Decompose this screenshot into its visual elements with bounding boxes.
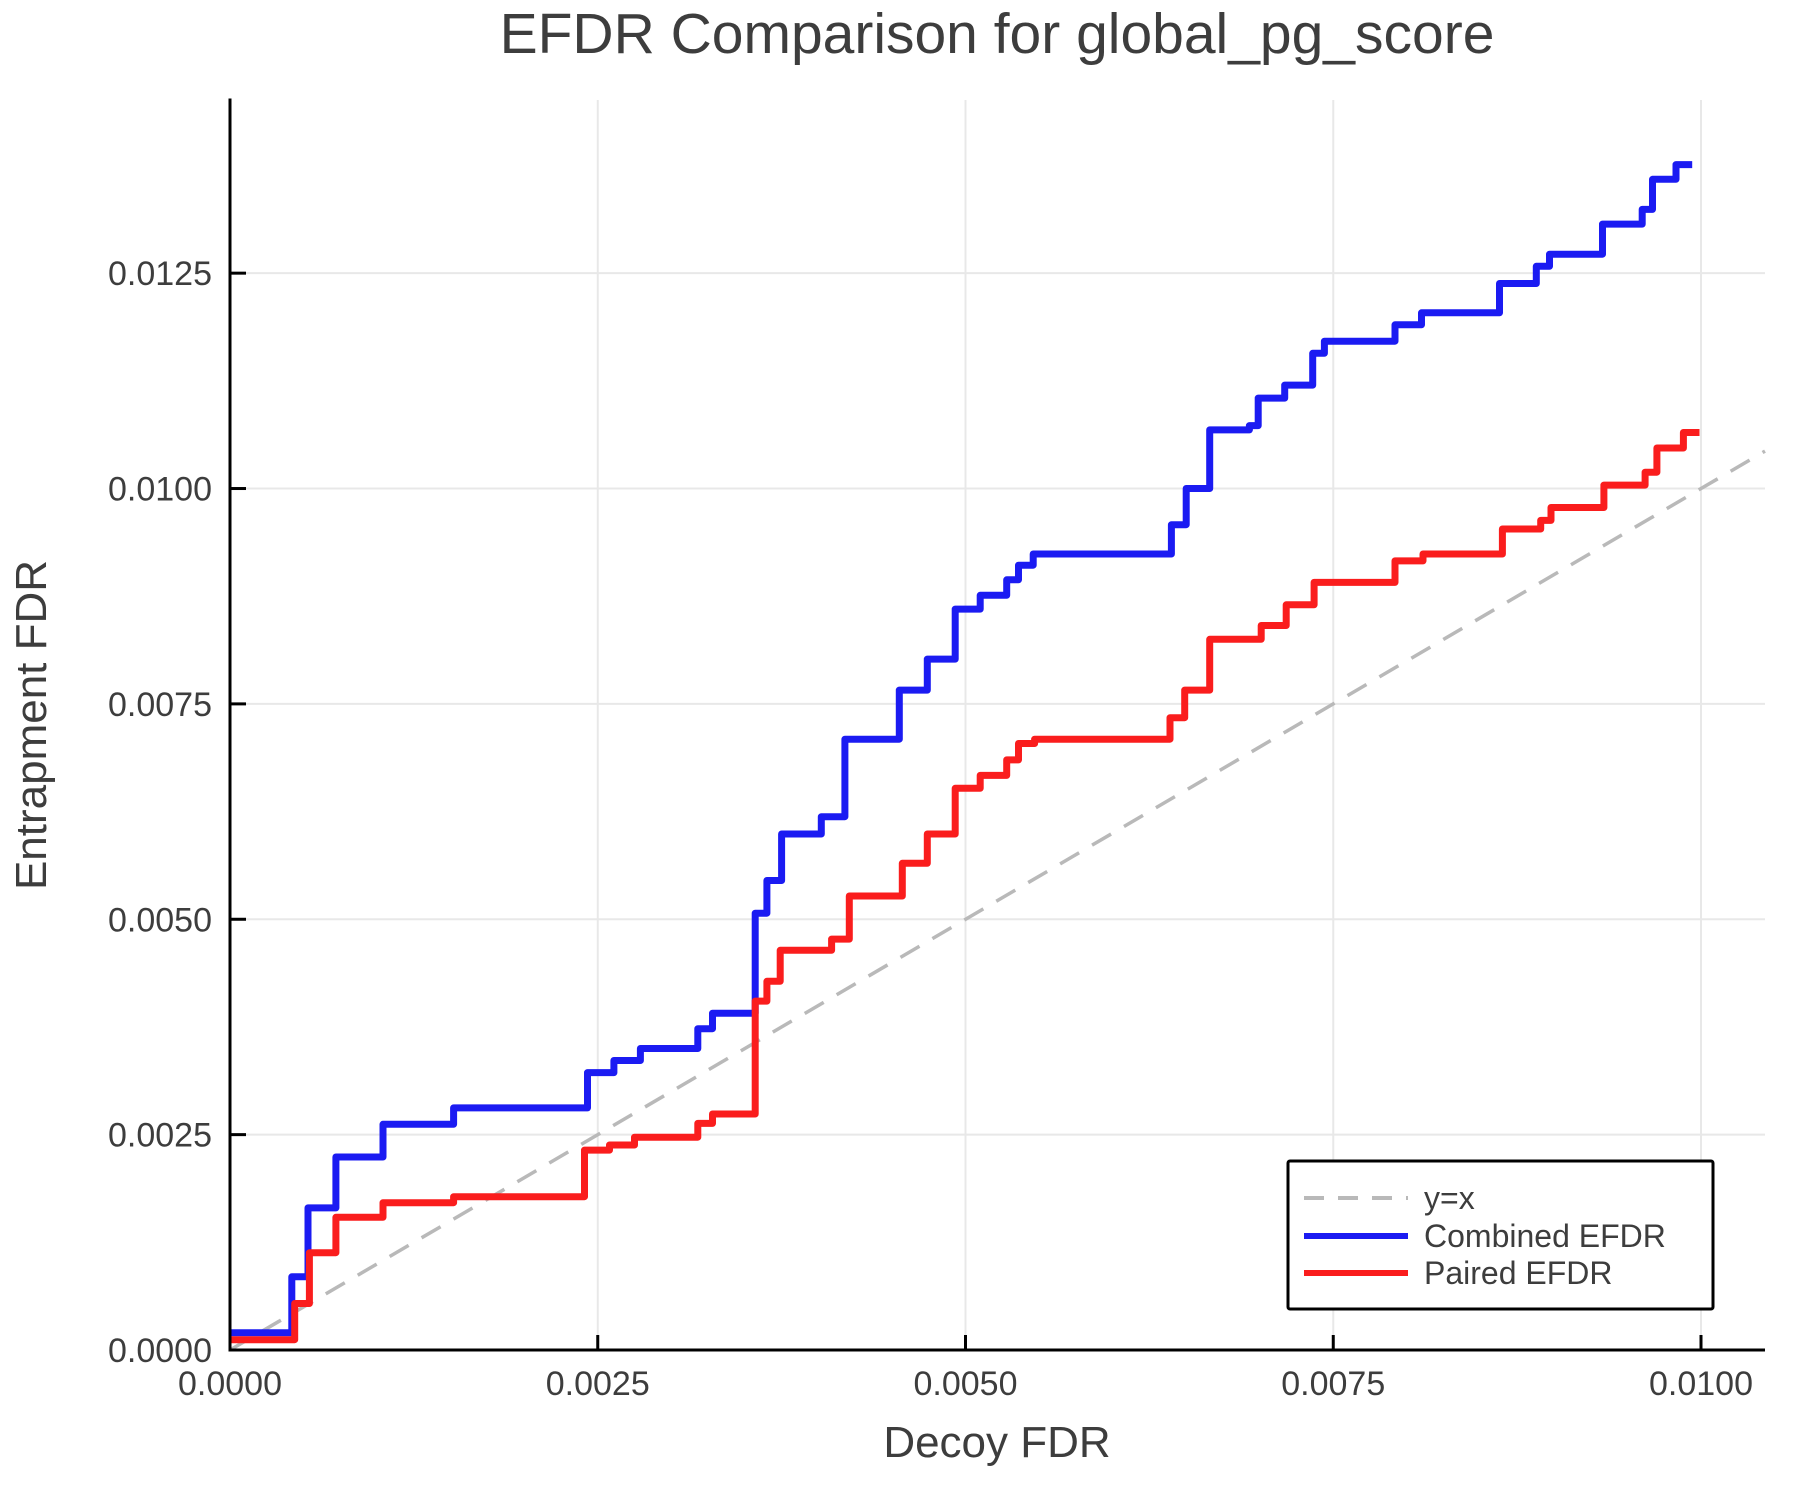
y-axis-label: Entrapment FDR [7, 560, 56, 890]
series-paired-efdr [230, 429, 1700, 1344]
y-tick-label: 0.0000 [108, 1332, 212, 1370]
series-combined-efdr [230, 161, 1693, 1337]
legend: y=x Combined EFDR Paired EFDR [1286, 1159, 1715, 1311]
chart-title: EFDR Comparison for global_pg_score [500, 2, 1495, 66]
y-tick-label: 0.0025 [108, 1117, 212, 1155]
x-axis-label: Decoy FDR [883, 1418, 1110, 1467]
y-tick-label: 0.0075 [108, 686, 212, 724]
y-tick-label: 0.0125 [108, 255, 212, 293]
tick-marks [228, 271, 1703, 1352]
tick-labels: 0.0000 0.0025 0.0050 0.0075 0.0100 0.0000 0.00… [108, 255, 1753, 1403]
series-lines [229, 161, 1766, 1352]
legend-label-identity: y=x [1424, 1180, 1475, 1216]
x-tick-label: 0.0000 [178, 1365, 282, 1403]
y-tick-label: 0.0050 [108, 901, 212, 939]
x-tick-label: 0.0025 [546, 1365, 650, 1403]
x-tick-label: 0.0050 [914, 1365, 1018, 1403]
legend-label-paired: Paired EFDR [1424, 1255, 1613, 1291]
x-tick-label: 0.0075 [1281, 1365, 1385, 1403]
gridlines [230, 100, 1765, 1350]
axis-spines [228, 98, 1765, 1352]
legend-label-combined: Combined EFDR [1424, 1218, 1666, 1254]
y-tick-label: 0.0100 [108, 471, 212, 509]
x-tick-label: 0.0100 [1649, 1365, 1753, 1403]
